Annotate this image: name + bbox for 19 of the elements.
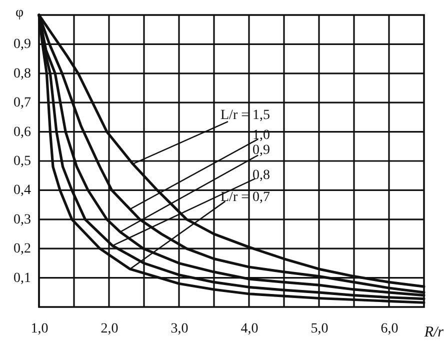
y-tick-label: 0,7 <box>14 96 31 111</box>
y-tick-label: 0,8 <box>14 66 31 82</box>
annotation: 0,9 <box>252 142 270 158</box>
x-axis-title: R/r <box>423 324 444 340</box>
x-tick-label: 3,0 <box>170 322 188 336</box>
y-tick-label: 0,2 <box>14 242 31 257</box>
x-tick-label: 2,0 <box>100 322 118 336</box>
y-tick-label: 0,3 <box>14 212 31 228</box>
x-tick-label: 4,0 <box>240 322 258 336</box>
x-tick-label: 1,0 <box>30 322 48 336</box>
y-axis-title: φ <box>15 6 24 20</box>
y-tick-label: 0,1 <box>14 270 31 286</box>
annotation: 0,8 <box>252 168 270 184</box>
y-tick-label: 0,9 <box>14 37 31 52</box>
x-tick-label: 6,0 <box>380 322 398 336</box>
y-tick-label: 0,4 <box>14 183 31 198</box>
x-tick-label: 5,0 <box>310 322 328 336</box>
y-tick-label: 0,6 <box>14 124 31 140</box>
y-tick-label: 0,5 <box>14 154 31 169</box>
